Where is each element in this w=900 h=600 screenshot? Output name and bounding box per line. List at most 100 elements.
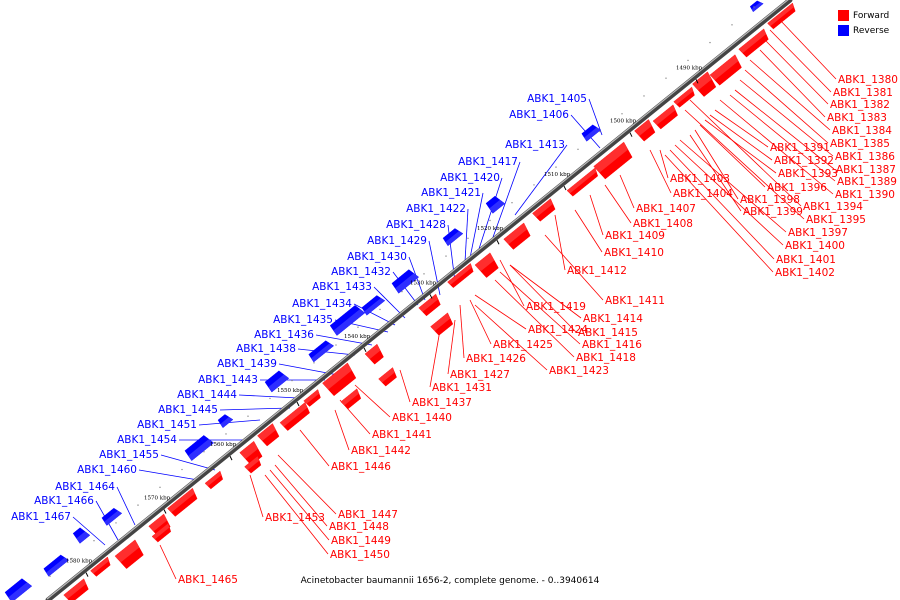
forward-gene-label[interactable]: ABK1_1394	[803, 201, 863, 213]
forward-gene-label[interactable]: ABK1_1441	[372, 429, 432, 441]
reverse-gene-label[interactable]: ABK1_1420	[440, 172, 500, 184]
reverse-gene-label[interactable]: ABK1_1464	[55, 481, 115, 493]
reverse-gene-label[interactable]: ABK1_1422	[406, 203, 466, 215]
gene-glyph[interactable]	[532, 198, 556, 222]
forward-gene-label[interactable]: ABK1_1426	[466, 353, 526, 365]
forward-gene-label[interactable]: ABK1_1446	[331, 461, 391, 473]
forward-gene-label[interactable]: ABK1_1395	[806, 214, 866, 226]
forward-gene-label[interactable]: ABK1_1401	[776, 254, 836, 266]
gene-glyph[interactable]	[581, 124, 602, 142]
reverse-gene-label[interactable]: ABK1_1444	[177, 389, 237, 401]
gene-glyph[interactable]	[114, 539, 144, 570]
forward-gene-label[interactable]: ABK1_1403	[670, 173, 730, 185]
forward-gene-label[interactable]: ABK1_1419	[526, 301, 586, 313]
gene-glyph[interactable]	[4, 578, 33, 600]
forward-gene-label[interactable]: ABK1_1386	[835, 151, 895, 163]
forward-gene-label[interactable]: ABK1_1414	[583, 313, 643, 325]
reverse-gene-label[interactable]: ABK1_1445	[158, 404, 218, 416]
gene-glyph[interactable]	[447, 263, 474, 289]
gene-glyph[interactable]	[204, 470, 224, 490]
reverse-gene-label[interactable]: ABK1_1430	[347, 251, 407, 263]
gene-glyph[interactable]	[257, 423, 280, 447]
forward-gene-label[interactable]: ABK1_1409	[605, 230, 665, 242]
forward-gene-label[interactable]: ABK1_1389	[837, 176, 897, 188]
forward-gene-label[interactable]: ABK1_1384	[832, 125, 892, 137]
gene-glyph[interactable]	[329, 305, 366, 336]
gene-glyph[interactable]	[430, 312, 454, 336]
gene-glyph[interactable]	[279, 402, 310, 431]
gene-glyph[interactable]	[43, 554, 70, 577]
forward-gene-label[interactable]: ABK1_1404	[673, 188, 733, 200]
gene-glyph[interactable]	[391, 269, 420, 294]
gene-glyph[interactable]	[767, 2, 796, 30]
reverse-gene-label[interactable]: ABK1_1451	[137, 419, 197, 431]
forward-gene-label[interactable]: ABK1_1393	[778, 168, 838, 180]
gene-glyph[interactable]	[340, 388, 362, 410]
reverse-gene-label[interactable]: ABK1_1438	[236, 343, 296, 355]
reverse-gene-label[interactable]: ABK1_1467	[11, 511, 71, 523]
gene-glyph[interactable]	[709, 54, 742, 86]
forward-gene-label[interactable]: ABK1_1385	[830, 138, 890, 150]
forward-gene-label[interactable]: ABK1_1418	[576, 352, 636, 364]
forward-gene-label[interactable]: ABK1_1411	[605, 295, 665, 307]
forward-gene-label[interactable]: ABK1_1398	[740, 194, 800, 206]
forward-gene-label[interactable]: ABK1_1442	[351, 445, 411, 457]
gene-glyph[interactable]	[101, 507, 123, 526]
forward-gene-label[interactable]: ABK1_1424	[528, 324, 588, 336]
forward-gene-label[interactable]: ABK1_1410	[604, 247, 664, 259]
gene-glyph[interactable]	[749, 0, 764, 13]
gene-glyph[interactable]	[673, 86, 695, 108]
reverse-gene-label[interactable]: ABK1_1413	[505, 139, 565, 151]
forward-gene-label[interactable]: ABK1_1416	[582, 339, 642, 351]
reverse-gene-label[interactable]: ABK1_1436	[254, 329, 314, 341]
reverse-gene-label[interactable]: ABK1_1421	[421, 187, 481, 199]
forward-gene-label[interactable]: ABK1_1400	[785, 240, 845, 252]
gene-glyph[interactable]	[217, 414, 234, 429]
reverse-gene-label[interactable]: ABK1_1433	[312, 281, 372, 293]
forward-gene-label[interactable]: ABK1_1392	[774, 155, 834, 167]
forward-gene-label[interactable]: ABK1_1448	[329, 521, 389, 533]
reverse-gene-label[interactable]: ABK1_1432	[331, 266, 391, 278]
gene-glyph[interactable]	[503, 222, 531, 250]
forward-gene-label[interactable]: ABK1_1402	[775, 267, 835, 279]
reverse-gene-label[interactable]: ABK1_1434	[292, 298, 352, 310]
reverse-gene-label[interactable]: ABK1_1435	[273, 314, 333, 326]
gene-glyph[interactable]	[244, 455, 262, 474]
gene-glyph[interactable]	[692, 71, 717, 97]
gene-glyph[interactable]	[72, 527, 91, 544]
reverse-gene-label[interactable]: ABK1_1455	[99, 449, 159, 461]
forward-gene-label[interactable]: ABK1_1407	[636, 203, 696, 215]
gene-glyph[interactable]	[593, 141, 633, 180]
gene-glyph[interactable]	[322, 362, 357, 397]
gene-glyph[interactable]	[378, 367, 397, 387]
gene-glyph[interactable]	[474, 252, 499, 278]
forward-gene-label[interactable]: ABK1_1399	[743, 206, 803, 218]
gene-glyph[interactable]	[63, 578, 89, 600]
forward-gene-label[interactable]: ABK1_1412	[567, 265, 627, 277]
forward-gene-label[interactable]: ABK1_1437	[412, 397, 472, 409]
gene-glyph[interactable]	[303, 389, 321, 407]
reverse-gene-label[interactable]: ABK1_1460	[77, 464, 137, 476]
gene-glyph[interactable]	[634, 119, 656, 142]
forward-gene-label[interactable]: ABK1_1450	[330, 549, 390, 561]
forward-gene-label[interactable]: ABK1_1397	[788, 227, 848, 239]
gene-glyph[interactable]	[151, 523, 172, 543]
forward-gene-label[interactable]: ABK1_1380	[838, 74, 898, 86]
forward-gene-label[interactable]: ABK1_1449	[331, 535, 391, 547]
forward-gene-label[interactable]: ABK1_1381	[833, 87, 893, 99]
gene-glyph[interactable]	[361, 295, 386, 316]
gene-glyph[interactable]	[167, 487, 198, 517]
forward-gene-label[interactable]: ABK1_1440	[392, 412, 452, 424]
gene-glyph[interactable]	[264, 370, 290, 393]
forward-gene-label[interactable]: ABK1_1465	[178, 574, 238, 586]
gene-glyph[interactable]	[90, 556, 111, 577]
gene-glyph[interactable]	[442, 228, 464, 247]
forward-gene-label[interactable]: ABK1_1391	[770, 142, 830, 154]
reverse-gene-label[interactable]: ABK1_1406	[509, 109, 569, 121]
gene-glyph[interactable]	[652, 104, 678, 130]
gene-glyph[interactable]	[485, 195, 506, 214]
forward-gene-label[interactable]: ABK1_1382	[830, 99, 890, 111]
forward-gene-label[interactable]: ABK1_1396	[767, 182, 827, 194]
forward-gene-label[interactable]: ABK1_1387	[836, 164, 896, 176]
reverse-gene-label[interactable]: ABK1_1428	[386, 219, 446, 231]
